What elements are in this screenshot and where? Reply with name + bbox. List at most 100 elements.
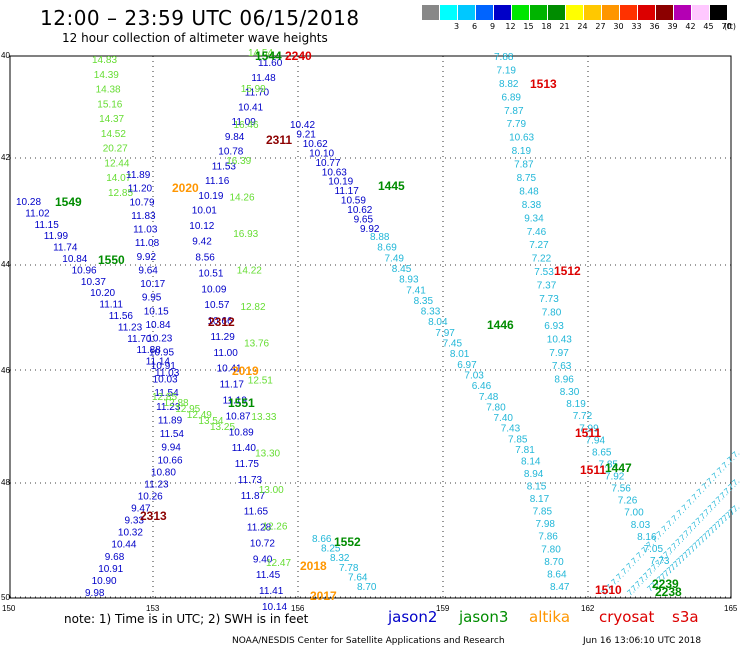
wave-height-value: 7.53 [534,267,554,278]
scale-unit: (ft) [723,22,737,31]
dense-track-mark: 7. [630,555,641,566]
wave-height-value: 8.75 [517,173,537,184]
dense-track-mark: 7. [682,527,693,538]
wave-height-value: 8.01 [450,349,470,360]
wave-height-value: 7.27 [529,240,549,251]
x-axis-label: 153 [146,604,160,613]
scale-label: 70 [721,22,732,31]
y-axis-label: 50 [1,593,10,602]
wave-height-value: 7.63 [552,361,572,372]
pass-time-label: 2239 [652,577,679,591]
wave-height-value: 11.23 [156,402,181,413]
wave-height-value: 6.46 [472,381,492,392]
dense-track-mark: 7. [726,454,737,465]
dense-track-mark: 7. [655,528,666,539]
wave-height-value: 11.45 [256,570,281,581]
wave-height-value: 9.92 [360,224,380,235]
wave-height-value: 10.87 [226,411,251,422]
dense-track-mark: 7. [635,549,646,560]
wave-height-value: 10.17 [140,279,165,290]
wave-height-value: 11.60 [258,58,283,69]
scale-swatch [656,5,673,20]
pass-time-label: 2020 [172,181,199,195]
dense-track-mark: 7. [717,515,728,526]
wave-height-value: 9.84 [225,132,245,143]
wave-height-value: 9.68 [105,552,125,563]
scale-swatch [458,5,475,20]
dense-track-mark: 7. [685,496,696,507]
wave-height-value: 10.01 [192,206,217,217]
dense-track-mark: 7. [638,574,649,585]
wave-height-value: 7.56 [611,484,631,495]
wave-height-value: 14.83 [92,55,117,66]
dense-track-mark: 7. [626,586,637,597]
dense-track-mark: 7. [630,582,641,593]
scale-swatch [440,5,457,20]
wave-height-value: 6.89 [502,92,522,103]
wave-height-value: 11.08 [135,238,160,249]
wave-height-value: 7.80 [541,544,561,555]
timestamp-text: Jun 16 13:06:10 UTC 2018 [583,636,702,646]
wave-height-value: 11.54 [160,429,185,440]
wave-height-value: 10.59 [341,196,366,207]
wave-height-value: 7.80 [542,307,562,318]
wave-height-value: 11.70 [245,88,270,99]
dense-track-mark: 7. [658,553,669,564]
wave-height-value: 7.97 [549,348,569,359]
wave-height-value: 11.99 [44,231,69,242]
wave-height-value: 10.26 [138,492,163,503]
wave-height-value: 20.27 [103,144,128,155]
wave-height-value: 8.38 [522,200,542,211]
dense-track-mark: 7. [715,464,726,475]
dense-track-mark: 7. [680,501,691,512]
dense-track-mark: 7. [731,502,740,513]
wave-height-value: 9.65 [354,215,374,226]
wave-height-value: 7.22 [532,254,552,265]
legend-s3a: s3a [672,608,699,626]
dense-track-mark: 7. [686,523,697,534]
wave-height-value: 7.45 [443,339,463,350]
wave-height-value: 6.93 [544,321,564,332]
wave-height-value: 7.05 [644,544,664,555]
dense-track-mark: 7. [722,485,733,496]
dense-track-mark: 7. [685,545,696,556]
scale-label: 33 [631,22,642,31]
wave-height-value: 10.66 [158,455,183,466]
wave-height-value: 7.78 [339,563,359,574]
dense-track-mark: 7. [672,558,683,569]
wave-height-value: 10.14 [262,602,287,613]
wave-height-value: 11.74 [53,243,78,254]
scale-label: 39 [667,22,678,31]
dense-track-mark: 7. [720,459,731,470]
wave-height-value: 8.65 [592,447,612,458]
wave-height-value: 11.03 [133,225,158,236]
wave-height-value: 11.89 [126,170,151,181]
dense-track-mark: 7. [702,506,713,517]
wave-height-value: 11.14 [146,357,171,368]
pass-time-label: 2019 [232,364,259,378]
scale-label: 3 [453,22,460,31]
dense-track-mark: 7. [690,519,701,530]
wave-height-value: 8.25 [321,544,341,555]
scale-label: 21 [559,22,570,31]
pass-time-label: 1550 [98,253,125,267]
pass-time-label: 2018 [300,559,327,573]
wave-height-value: 9.94 [161,443,181,454]
wave-height-value: 8.64 [547,569,567,580]
wave-height-value: 11.03 [155,368,180,379]
wave-height-value: 8.47 [550,582,570,593]
wave-height-value: 7.92 [605,472,625,483]
wave-height-value: 11.54 [154,388,179,399]
wave-height-value: 11.00 [214,348,239,359]
wave-height-value: 10.42 [290,120,315,131]
wave-height-value: 7.73 [539,294,559,305]
dense-track-mark: 7. [721,512,732,523]
dense-track-mark: 7. [674,536,685,547]
wave-height-value: 10.91 [151,361,176,372]
wave-height-value: 7.98 [536,519,556,530]
dense-track-mark: 7. [645,539,656,550]
wave-height-value: 11.29 [211,332,236,343]
dense-track-mark: 7. [678,552,689,563]
scale-swatch [548,5,565,20]
wave-height-value: 10.20 [90,288,115,299]
